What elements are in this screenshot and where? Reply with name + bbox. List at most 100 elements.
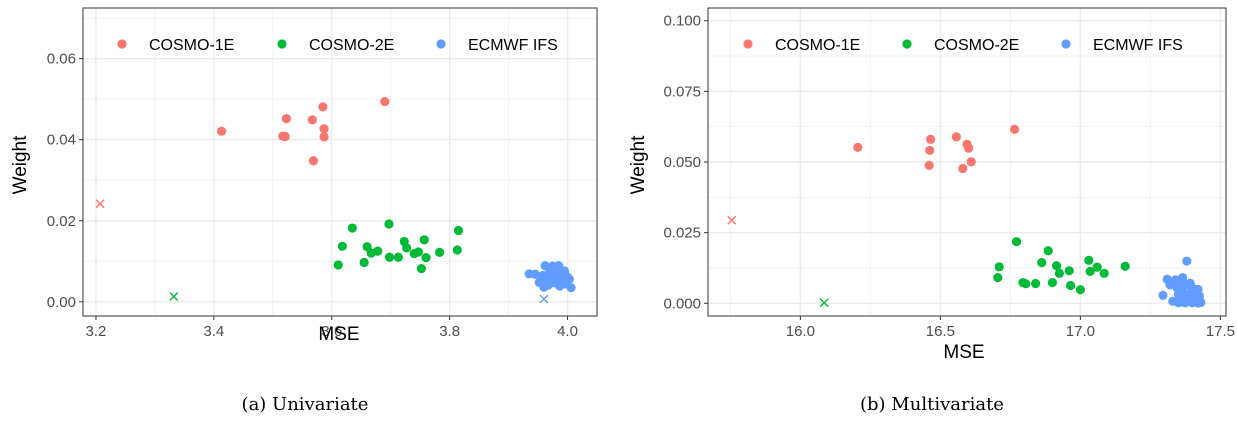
data-point [319, 132, 329, 142]
data-point [926, 134, 936, 144]
legend-label: COSMO-2E [934, 37, 1019, 54]
data-point [359, 257, 369, 268]
data-point [554, 265, 564, 275]
data-point [1120, 261, 1130, 271]
data-point [1037, 257, 1047, 268]
x-tick-label: 16.5 [926, 323, 955, 340]
x-tick-label: 3.2 [86, 323, 107, 340]
data-point [337, 241, 347, 251]
data-point [1185, 278, 1195, 288]
data-point [1031, 278, 1041, 289]
data-point [1011, 237, 1022, 247]
data-marks [727, 124, 1206, 308]
legend-key [902, 39, 912, 49]
cross-marker [819, 298, 829, 308]
data-point [318, 102, 328, 112]
data-point [1176, 282, 1186, 292]
data-point [964, 143, 974, 153]
data-point [530, 269, 540, 279]
data-point [993, 272, 1003, 283]
data-point [1010, 124, 1020, 134]
data-marks [95, 97, 576, 304]
panel-caption: (a) Univariate [242, 394, 369, 415]
data-point [958, 163, 968, 174]
legend-label: COSMO-2E [309, 37, 394, 54]
legend-label: ECMWF IFS [1093, 37, 1183, 54]
legend-key [1061, 39, 1071, 49]
y-axis-label: Weight [628, 135, 649, 195]
y-tick-label: 0.000 [663, 295, 701, 312]
axis-ticks: 3.2 3.4 3.6 3.8 4.0 0.00 0.02 0.04 0.06 [47, 51, 578, 340]
data-point [1021, 279, 1031, 289]
grid-lines [708, 8, 1226, 316]
x-tick-label: 16.0 [786, 323, 815, 340]
data-point [384, 252, 395, 262]
legend: COSMO-1E COSMO-2E ECMWF IFS [743, 37, 1183, 54]
data-point [380, 97, 390, 107]
legend-key [436, 39, 446, 49]
legend-key [117, 39, 127, 49]
data-point [1064, 266, 1074, 276]
plot-frame [82, 7, 598, 317]
panel-univariate: 3.2 3.4 3.6 3.8 4.0 0.00 0.02 0.04 0.06 COSMO-1E… [10, 7, 598, 415]
data-point [951, 132, 961, 142]
data-point [1085, 266, 1095, 276]
data-point [1196, 297, 1206, 308]
cross-marker [539, 294, 549, 304]
data-point [566, 283, 576, 293]
panel-caption: (b) Multivariate [860, 394, 1004, 415]
data-point [402, 243, 412, 253]
legend: COSMO-1E COSMO-2E ECMWF IFS [117, 37, 558, 54]
data-point [308, 156, 319, 166]
legend-key [743, 39, 753, 49]
x-tick-label: 17.5 [1206, 323, 1235, 340]
y-tick-label: 0.04 [47, 132, 76, 149]
data-point [216, 126, 227, 136]
data-point [539, 282, 549, 292]
data-point [413, 247, 423, 257]
x-axis-label: MSE [943, 342, 984, 363]
x-tick-label: 3.6 [321, 323, 342, 340]
legend-label: COSMO-1E [149, 37, 234, 54]
data-point [1052, 261, 1062, 271]
data-point [416, 263, 426, 274]
data-point [555, 279, 566, 289]
legend-label: ECMWF IFS [468, 37, 558, 54]
legend-label: COSMO-1E [775, 37, 860, 54]
data-point [333, 260, 343, 270]
legend-key [277, 39, 287, 49]
data-point [924, 160, 934, 170]
data-point [373, 246, 383, 256]
data-point [421, 253, 431, 263]
data-point [1182, 256, 1192, 266]
data-point [1047, 278, 1057, 288]
data-point [435, 247, 445, 257]
y-tick-label: 0.025 [663, 225, 701, 242]
y-tick-label: 0.050 [663, 154, 701, 171]
data-point [853, 142, 863, 152]
cross-marker [169, 292, 179, 302]
y-tick-label: 0.075 [663, 83, 701, 100]
y-tick-label: 0.00 [47, 294, 76, 311]
y-tick-label: 0.06 [47, 51, 76, 68]
x-axis-label: MSE [318, 324, 359, 345]
data-point [452, 245, 462, 255]
cross-marker [95, 199, 105, 209]
panel-multivariate: 16.0 16.5 17.0 17.5 0.000 0.025 0.050 0.075 0.10… [628, 7, 1235, 415]
data-point [281, 114, 291, 124]
cross-marker [727, 215, 737, 225]
y-axis-label: Weight [10, 135, 31, 195]
data-point [280, 131, 290, 142]
data-point [1092, 262, 1102, 272]
x-tick-label: 3.4 [203, 323, 224, 340]
y-tick-label: 0.02 [47, 213, 76, 230]
data-point [419, 235, 429, 245]
data-point [1158, 290, 1168, 300]
data-point [545, 275, 555, 285]
data-point [1099, 268, 1109, 278]
data-point [307, 115, 317, 125]
data-point [384, 219, 394, 229]
data-point [1043, 246, 1053, 256]
data-point [347, 223, 357, 233]
